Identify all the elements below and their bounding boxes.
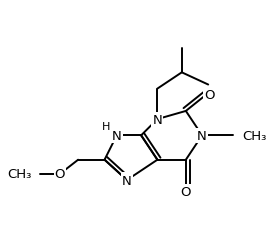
Text: N: N (197, 129, 207, 142)
Text: O: O (181, 185, 191, 198)
Text: N: N (122, 174, 132, 187)
Text: N: N (112, 129, 122, 142)
Text: H: H (101, 122, 110, 132)
Text: O: O (55, 168, 65, 181)
Text: O: O (204, 89, 214, 102)
Text: CH₃: CH₃ (243, 129, 267, 142)
Text: CH₃: CH₃ (7, 168, 31, 181)
Text: N: N (153, 113, 162, 126)
